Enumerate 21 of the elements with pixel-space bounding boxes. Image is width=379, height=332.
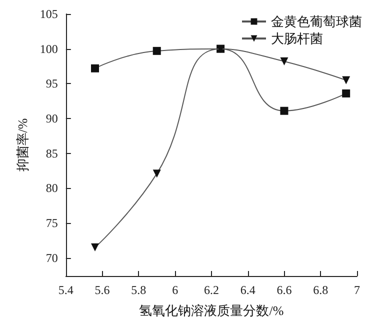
x-tick-label: 6.2	[204, 283, 219, 297]
y-tick-label: 90	[46, 112, 58, 126]
x-tick-label: 6	[172, 283, 178, 297]
y-tick-label: 80	[46, 181, 58, 196]
x-tick-label: 6.4	[240, 283, 256, 297]
x-axis-title: 氢氧化钠溶液质量分数/%	[139, 303, 284, 318]
x-tick-label: 5.4	[58, 283, 74, 297]
legend-label: 大肠杆菌	[271, 31, 323, 46]
y-tick-label: 75	[46, 216, 58, 230]
y-tick-label: 85	[46, 146, 58, 160]
y-tick-label: 70	[46, 250, 58, 265]
x-tick-label: 5.8	[131, 283, 146, 297]
y-tick-label: 100	[40, 42, 58, 56]
x-tick-label: 6.6	[276, 283, 292, 297]
x-tick-label: 6.8	[313, 283, 328, 297]
y-tick-label: 95	[46, 76, 58, 91]
y-tick-label: 105	[40, 7, 58, 21]
y-axis-title: 抑菌率/%	[15, 118, 30, 172]
legend-label: 金黄色葡萄球菌	[271, 14, 362, 29]
x-tick-label: 7	[354, 283, 360, 297]
x-tick-label: 5.6	[94, 283, 110, 297]
